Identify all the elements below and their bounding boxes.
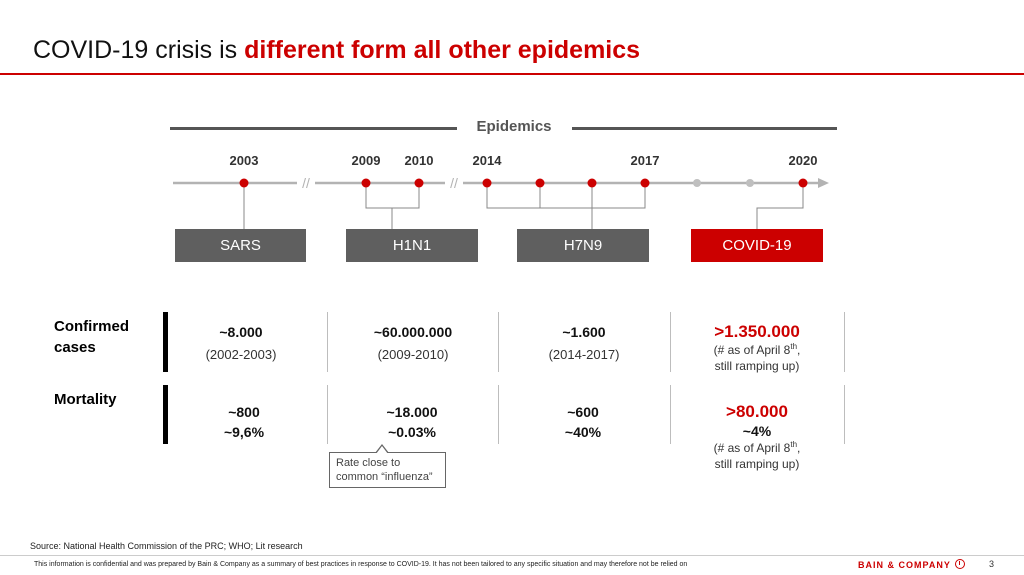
confirmed-period-h7n9: (2014-2017) <box>548 347 620 362</box>
slide-title-accent: different form all other epidemics <box>244 36 641 64</box>
timeline-dot-2014 <box>482 178 492 188</box>
epidemics-header-line-left <box>170 127 457 130</box>
confirmed-note-text: (# as of April 8 <box>713 343 791 357</box>
influenza-callout: Rate close to common “influenza” <box>329 452 446 488</box>
slide-title: COVID-19 crisis is different form all ot… <box>33 36 640 65</box>
timeline-dot-2019 <box>746 179 754 187</box>
mortality-count-covid19: >80.000 <box>726 402 788 421</box>
year-label-2017: 2017 <box>630 153 660 168</box>
mortality-note-covid19-line1: (# as of April 8th, <box>714 440 801 456</box>
mortality-note-comma: , <box>797 441 801 455</box>
epidemic-box-h1n1: H1N1 <box>346 229 478 262</box>
timeline-diagram: // // <box>173 174 829 229</box>
mortality-rate-h7n9: ~40% <box>564 424 602 440</box>
confirmed-value-covid19: >1.350.000 <box>714 322 800 341</box>
axis-break-gap-1 <box>297 174 315 192</box>
column-divider <box>327 385 328 444</box>
column-divider <box>327 312 328 372</box>
timeline-dot-2003 <box>239 178 249 188</box>
callout-line2: common “influenza” <box>336 471 433 483</box>
confirmed-period-sars: (2002-2003) <box>205 347 277 362</box>
mortality-note-covid19-line2: still ramping up) <box>714 457 800 471</box>
year-label-2010: 2010 <box>404 153 434 168</box>
callout-pointer-fill <box>376 446 388 454</box>
footer-divider <box>0 555 1024 556</box>
slide-title-plain: COVID-19 crisis is <box>33 36 238 64</box>
mortality-count-h1n1: ~18.000 <box>386 404 438 420</box>
brand-name: BAIN & COMPANY <box>858 560 951 570</box>
column-divider <box>670 312 671 372</box>
bracket-covid <box>756 183 804 229</box>
column-divider <box>844 385 845 444</box>
column-divider <box>844 312 845 372</box>
mortality-cell-h7n9: ~600 ~40% <box>565 402 601 442</box>
mortality-rate-covid19: ~4% <box>742 423 772 439</box>
source-note: Source: National Health Commission of th… <box>30 541 303 551</box>
row-label-mortality: Mortality <box>54 391 117 408</box>
timeline-dot-2015 <box>535 178 545 188</box>
row-label-confirmed-line1: Confirmed <box>54 318 129 335</box>
year-label-2009: 2009 <box>351 153 381 168</box>
confirmed-cell-sars: ~8.000 (2002-2003) <box>206 322 277 365</box>
timeline-dot-2010 <box>414 178 424 188</box>
confirmed-cell-h1n1: ~60.000.000 (2009-2010) <box>374 322 452 365</box>
confirmed-value-h7n9: ~1.600 <box>562 324 606 340</box>
bracket-h7n9-top <box>486 183 646 209</box>
confirmed-note-covid19-line1: (# as of April 8th, <box>714 342 801 358</box>
year-label-2003: 2003 <box>229 153 259 168</box>
epidemics-header: Epidemics <box>476 118 552 135</box>
confidentiality-disclaimer: This information is confidential and was… <box>34 561 688 568</box>
confirmed-value-h1n1: ~60.000.000 <box>373 324 453 340</box>
confirmed-note-comma: , <box>797 343 801 357</box>
brand-logo: BAIN & COMPANY <box>858 559 965 570</box>
epidemic-box-sars: SARS <box>175 229 306 262</box>
mortality-note-text: (# as of April 8 <box>713 441 791 455</box>
mortality-cell-covid19: >80.000 ~4% (# as of April 8th, still ra… <box>714 402 801 472</box>
year-label-2014: 2014 <box>472 153 502 168</box>
epidemics-header-line-right <box>572 127 837 130</box>
bracket-h1n1-top <box>365 183 420 209</box>
epidemic-box-h7n9: H7N9 <box>517 229 649 262</box>
column-divider <box>670 385 671 444</box>
timeline-dot-2009 <box>361 178 371 188</box>
bracket-connectors <box>243 183 804 229</box>
mortality-cell-h1n1: ~18.000 ~0.03% <box>387 402 438 442</box>
title-divider <box>0 73 1024 75</box>
row-label-confirmed-cases: Confirmed cases <box>54 316 129 358</box>
mortality-count-sars: ~800 <box>228 404 260 420</box>
axis-break-mark-1: // <box>302 175 310 191</box>
timeline-dot-2017 <box>640 178 650 188</box>
mortality-cell-sars: ~800 ~9,6% <box>224 402 264 442</box>
mortality-rate-h1n1: ~0.03% <box>388 424 436 440</box>
callout-line1: Rate close to <box>336 457 401 469</box>
confirmed-note-sup: th <box>790 342 798 351</box>
page-number: 3 <box>989 559 995 569</box>
timeline-dot-2020 <box>798 178 808 188</box>
mortality-note-sup: th <box>790 440 798 449</box>
timeline-arrowhead <box>818 178 829 188</box>
axis-break-mark-2: // <box>450 175 458 191</box>
confirmed-period-h1n1: (2009-2010) <box>377 347 449 362</box>
row-bar-confirmed <box>163 312 168 372</box>
row-label-confirmed-line2: cases <box>54 339 96 356</box>
timeline-dot-2018 <box>693 179 701 187</box>
column-divider <box>498 312 499 372</box>
row-bar-mortality <box>163 385 168 444</box>
axis-break-gap-2 <box>445 174 463 192</box>
brand-clock-icon <box>954 559 965 569</box>
mortality-rate-sars: ~9,6% <box>223 424 265 440</box>
timeline-dot-2016 <box>587 178 597 188</box>
confirmed-note-covid19-line2: still ramping up) <box>714 359 800 373</box>
confirmed-cell-covid19: >1.350.000 (# as of April 8th, still ram… <box>714 322 801 374</box>
epidemic-box-covid19: COVID-19 <box>691 229 823 262</box>
column-divider <box>498 385 499 444</box>
year-label-2020: 2020 <box>788 153 818 168</box>
confirmed-value-sars: ~8.000 <box>219 324 263 340</box>
confirmed-cell-h7n9: ~1.600 (2014-2017) <box>549 322 620 365</box>
mortality-count-h7n9: ~600 <box>567 404 599 420</box>
